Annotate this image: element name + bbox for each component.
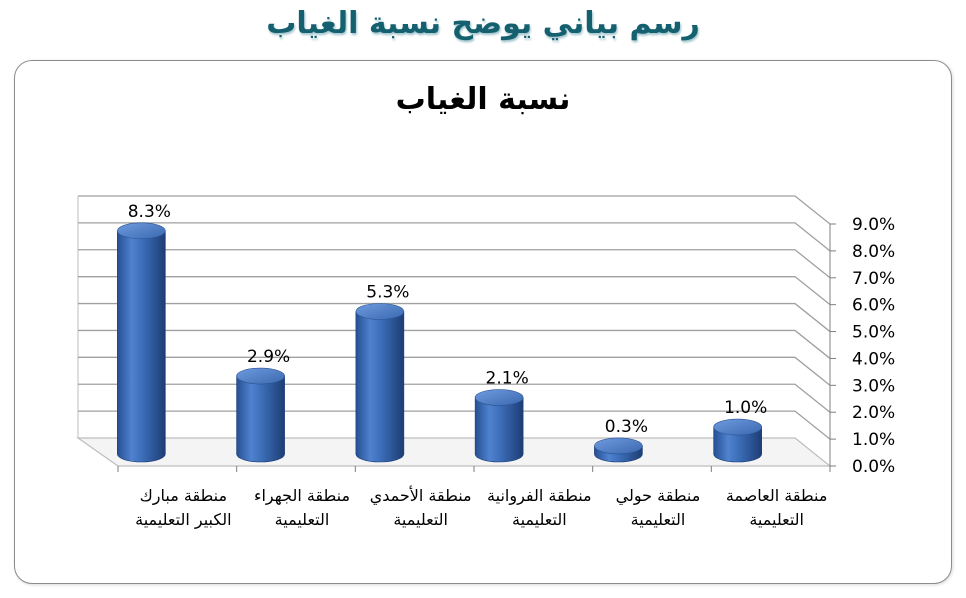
gridline — [78, 383, 831, 413]
y-tick-label: 3.0% — [852, 376, 895, 396]
bar — [713, 426, 762, 463]
data-label: 2.1% — [486, 369, 529, 389]
y-tick-label: 6.0% — [852, 296, 895, 316]
bar-top — [474, 389, 524, 406]
bar — [474, 397, 524, 463]
category-label: منطقة حولي التعليمية — [615, 486, 701, 529]
category-label: منطقة الجهراء التعليمية — [253, 486, 351, 529]
y-tick-label: 7.0% — [852, 269, 895, 289]
bar-top — [117, 222, 166, 240]
gridline — [78, 329, 831, 359]
gridline — [78, 276, 831, 306]
bar-top — [713, 418, 762, 436]
data-label: 8.3% — [128, 202, 171, 222]
gridline — [78, 302, 831, 333]
data-label: 2.9% — [247, 347, 290, 367]
category-label: منطقة الفروانية التعليمية — [487, 486, 592, 529]
gridline — [78, 222, 831, 252]
gridline — [78, 195, 831, 225]
category-label: منطقة العاصمة التعليمية — [725, 486, 828, 529]
y-tick-label: 1.0% — [852, 430, 895, 450]
bar-top — [355, 303, 405, 320]
y-tick-label: 2.0% — [852, 403, 895, 423]
category-label: منطقة الأحمدي التعليمية — [369, 486, 472, 529]
gridline — [78, 410, 831, 440]
bar-top — [594, 437, 643, 455]
back-wall — [78, 196, 795, 438]
bar — [355, 311, 405, 463]
data-label: 0.3% — [605, 417, 648, 437]
y-tick-label: 0.0% — [852, 457, 895, 477]
bar — [117, 230, 166, 463]
page-heading: رسم بياني يوضح نسبة الغياب — [266, 6, 700, 41]
gridline — [78, 356, 831, 386]
y-tick-label: 5.0% — [852, 323, 895, 343]
y-tick-label: 9.0% — [852, 215, 895, 235]
bar-top — [236, 367, 285, 385]
category-label: منطقة مبارك الكبير التعليمية — [135, 486, 232, 529]
y-tick-label: 8.0% — [852, 242, 895, 262]
gridline — [78, 249, 831, 279]
chart-title: نسبة الغياب — [395, 82, 571, 117]
bar — [236, 375, 285, 463]
y-tick-label: 4.0% — [852, 349, 895, 369]
data-label: 5.3% — [366, 282, 409, 302]
data-label: 1.0% — [724, 398, 767, 418]
